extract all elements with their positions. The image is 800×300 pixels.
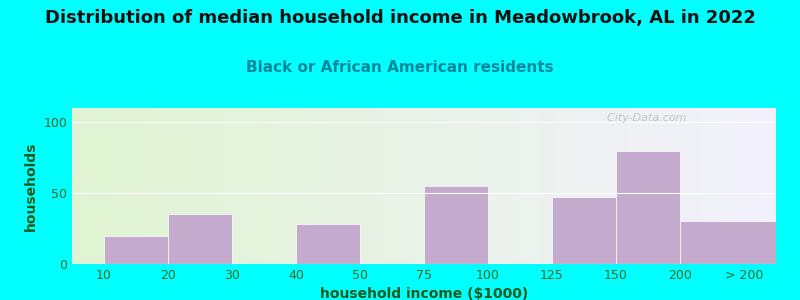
Y-axis label: households: households — [24, 141, 38, 231]
Text: Distribution of median household income in Meadowbrook, AL in 2022: Distribution of median household income … — [45, 9, 755, 27]
Text: Black or African American residents: Black or African American residents — [246, 60, 554, 75]
Bar — [616, 151, 680, 264]
Bar — [424, 186, 488, 264]
Bar — [552, 197, 616, 264]
Text: City-Data.com: City-Data.com — [600, 113, 686, 123]
Bar — [168, 214, 232, 264]
Bar — [680, 221, 800, 264]
Bar — [296, 224, 360, 264]
Bar — [104, 236, 168, 264]
X-axis label: household income ($1000): household income ($1000) — [320, 287, 528, 300]
